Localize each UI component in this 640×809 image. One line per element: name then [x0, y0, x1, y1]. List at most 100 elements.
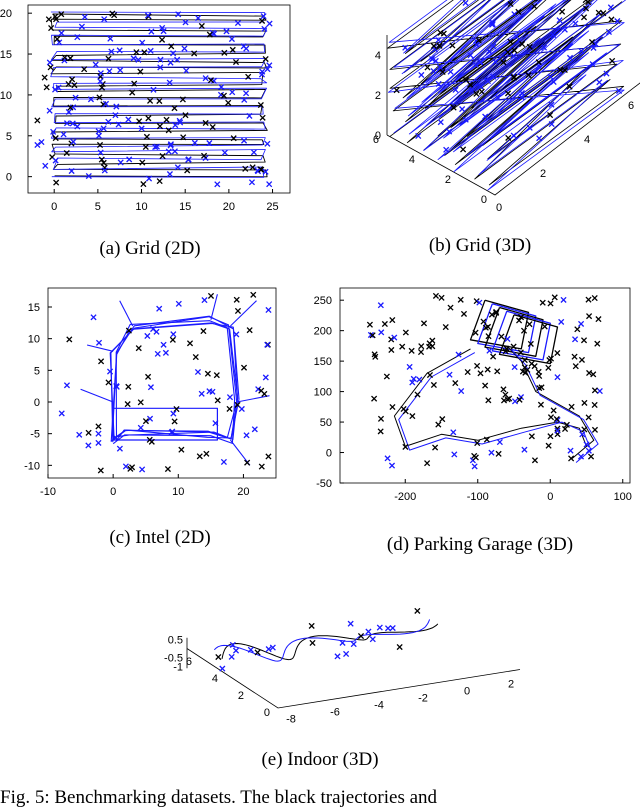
landmark-blue [46, 59, 53, 66]
landmark-black [147, 97, 154, 104]
landmark-black [63, 149, 70, 157]
landmark-black [54, 35, 61, 43]
landmark-blue [409, 379, 416, 386]
landmark-black [472, 454, 479, 461]
landmark-black [473, 90, 480, 97]
landmark-blue [579, 431, 586, 438]
landmark-black [168, 43, 175, 50]
landmark-black [581, 399, 588, 406]
landmark-blue [232, 647, 240, 654]
landmark-black [58, 11, 65, 18]
landmark-black [559, 8, 566, 15]
landmark-black [156, 178, 163, 185]
landmark-blue [56, 39, 63, 46]
y-tick-label: 6 [373, 134, 379, 146]
landmark-blue [343, 650, 350, 658]
landmark-blue [156, 305, 163, 312]
landmark-black [504, 49, 511, 56]
landmark-black [517, 349, 524, 356]
landmark-black [435, 421, 442, 428]
landmark-blue [446, 128, 453, 135]
y-tick-label: 15 [28, 302, 40, 314]
landmark-black [308, 622, 315, 629]
landmark-blue [69, 120, 76, 127]
landmark-blue [206, 388, 213, 395]
landmark-blue [214, 181, 221, 188]
landmark-blue [258, 71, 265, 78]
trajectory-blue [80, 388, 114, 403]
landmark-black [258, 463, 265, 470]
landmark-blue [247, 646, 254, 653]
landmark-blue [139, 466, 146, 473]
landmark-blue [264, 140, 271, 147]
landmark-blue [154, 350, 161, 357]
landmark-black [504, 90, 512, 97]
x-tick-label: -100 [467, 491, 489, 503]
landmark-black [215, 653, 222, 661]
figure-caption: Fig. 5: Benchmarking datasets. The black… [0, 787, 438, 808]
landmark-blue [182, 19, 189, 26]
landmark-blue [566, 54, 574, 61]
landmark-black [148, 438, 155, 445]
trajectory-black [50, 13, 268, 178]
trajectory-blue [112, 407, 218, 441]
landmark-blue [561, 26, 568, 33]
landmark-blue [157, 64, 164, 71]
landmark-black [135, 345, 142, 352]
y-tick-label: -50 [316, 478, 332, 490]
caption-parking-garage: (d) Parking Garage (3D) [386, 534, 574, 555]
landmark-black [137, 68, 144, 75]
landmark-black [254, 649, 261, 656]
landmark-blue [72, 94, 79, 101]
landmark-black [580, 14, 588, 21]
landmark-blue [130, 55, 137, 62]
y-tick-label: 0 [481, 194, 487, 206]
trajectory-blue [230, 300, 257, 327]
landmark-black [418, 343, 425, 350]
landmark-black [538, 384, 545, 391]
landmark-black [505, 134, 512, 141]
landmark-black [591, 295, 598, 302]
landmark-blue [547, 73, 554, 80]
landmark-blue [60, 131, 67, 138]
landmark-black [169, 336, 176, 343]
landmark-blue [115, 121, 122, 128]
landmark-blue [418, 71, 425, 79]
landmark-blue [58, 410, 65, 417]
landmark-blue [567, 447, 574, 454]
landmark-black [442, 324, 449, 331]
trajectory-blue [110, 315, 240, 442]
landmark-black [457, 296, 464, 303]
landmark-black [229, 46, 236, 53]
landmark-blue [241, 96, 248, 103]
landmark-black [225, 99, 232, 106]
landmark-black [517, 314, 525, 321]
landmark-black [159, 153, 166, 160]
landmark-black [483, 436, 490, 443]
landmark-blue [255, 386, 262, 393]
landmark-black [490, 353, 497, 360]
landmark-blue [159, 24, 166, 31]
landmark-black [140, 181, 147, 188]
landmark-black [474, 440, 481, 447]
landmark-black [214, 397, 221, 404]
landmark-black [568, 455, 575, 462]
landmark-blue [484, 77, 491, 85]
trajectory-blue [210, 294, 218, 320]
landmark-black [141, 49, 148, 56]
landmark-black [47, 64, 54, 71]
landmark-blue [137, 424, 144, 431]
landmark-black [417, 349, 425, 356]
landmark-blue [212, 420, 219, 427]
landmark-blue [177, 119, 184, 126]
landmark-blue [229, 641, 236, 648]
landmark-black [511, 47, 518, 54]
landmark-black [586, 313, 593, 320]
landmark-black [220, 92, 228, 99]
landmark-black [105, 379, 112, 386]
landmark-blue [219, 665, 226, 672]
landmark-black [402, 443, 409, 450]
landmark-blue [76, 431, 83, 438]
landmark-blue [451, 451, 458, 458]
